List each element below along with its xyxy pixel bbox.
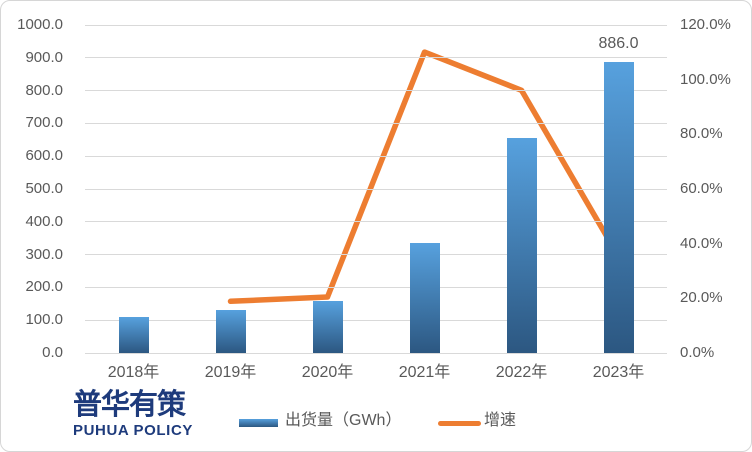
gridline: [85, 221, 667, 223]
x-axis-label-2019年: 2019年: [204, 364, 257, 381]
left-axis-tick: 0.0: [42, 344, 63, 361]
left-axis-tick: 900.0: [25, 48, 63, 66]
bar-2023年: [603, 62, 634, 353]
right-axis-tick: 120.0%: [680, 16, 731, 33]
right-axis-tick: 0.0%: [680, 344, 715, 361]
puhua-policy-logo: 普华有策 PUHUA POLICY: [73, 389, 233, 439]
left-axis-tick: 1000.0: [17, 16, 63, 33]
left-axis-tick: 400.0: [25, 212, 63, 230]
legend-line-label: 增速: [484, 412, 517, 429]
x-axis: 2018年 2019年 2020年 2021年 2022年 2023年: [85, 364, 667, 384]
right-axis-tick: 100.0%: [680, 70, 731, 88]
bar-2021年: [409, 243, 440, 353]
x-axis-label-2021年: 2021年: [398, 364, 451, 381]
gridline: [85, 24, 667, 26]
left-axis-tick: 800.0: [25, 81, 63, 99]
legend-bar-swatch: [239, 419, 278, 427]
right-axis-tick: 60.0%: [680, 180, 723, 197]
gridline: [85, 122, 667, 124]
right-axis: 120.0% 100.0% 80.0% 60.0% 40.0% 20.0% 0.0%: [680, 1, 750, 451]
left-axis-tick: 500.0: [25, 180, 63, 197]
left-axis-tick: 600.0: [25, 147, 63, 165]
growth-line-svg: [227, 49, 622, 305]
left-axis-tick: 200.0: [25, 278, 63, 296]
bar-2022年: [506, 138, 537, 353]
growth-line: [227, 49, 622, 305]
gridline: [85, 188, 667, 190]
gridline: [85, 319, 667, 321]
x-axis-label-2023年: 2023年: [592, 364, 645, 381]
right-axis-tick: 20.0%: [680, 289, 723, 307]
x-axis-label-2022年: 2022年: [495, 364, 548, 381]
gridline: [85, 57, 667, 59]
plot-area: 886.0: [85, 24, 667, 354]
gridline: [85, 286, 667, 288]
x-axis-label-2018年: 2018年: [107, 364, 160, 381]
gridline: [85, 155, 667, 157]
left-axis-tick: 100.0: [25, 311, 63, 329]
x-axis-label-2020年: 2020年: [301, 364, 354, 381]
gridline: [85, 352, 667, 354]
legend: 出货量（GWh） 增速: [1, 406, 751, 438]
logo-english-text: PUHUA POLICY: [73, 422, 193, 439]
right-axis-tick: 40.0%: [680, 234, 723, 252]
bar-2019年: [215, 309, 246, 353]
left-axis: 1000.0 900.0 800.0 700.0 600.0 500.0 400.0 300.…: [1, 1, 65, 451]
bar-value-label: 886.0: [598, 35, 639, 53]
gridline: [85, 90, 667, 92]
bar-2018年: [118, 316, 149, 353]
logo-chinese-text: 普华有策: [73, 389, 186, 421]
left-axis-tick: 700.0: [25, 114, 63, 132]
legend-line-swatch: [438, 421, 481, 426]
bar-2020年: [312, 300, 343, 353]
right-axis-tick: 80.0%: [680, 125, 723, 143]
legend-bar-label: 出货量（GWh）: [285, 412, 402, 429]
left-axis-tick: 300.0: [25, 245, 63, 263]
gridline: [85, 254, 667, 256]
